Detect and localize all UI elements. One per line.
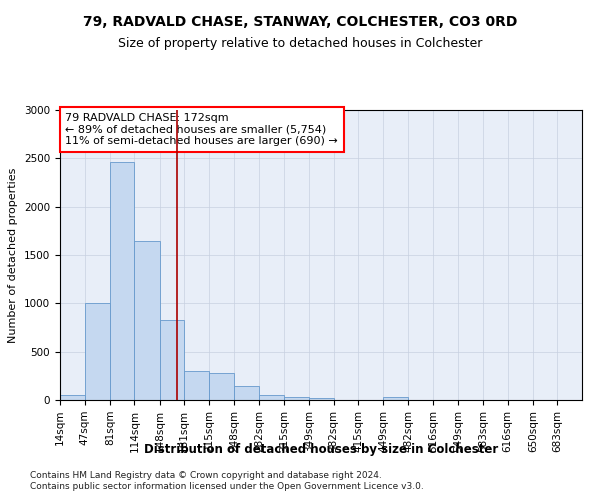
Text: Contains HM Land Registry data © Crown copyright and database right 2024.: Contains HM Land Registry data © Crown c… — [30, 471, 382, 480]
Bar — [134, 240, 160, 400]
Bar — [234, 386, 259, 400]
Bar — [85, 304, 110, 400]
Text: 79 RADVALD CHASE: 172sqm
← 89% of detached houses are smaller (5,754)
11% of sem: 79 RADVALD CHASE: 172sqm ← 89% of detach… — [65, 113, 338, 146]
Bar — [309, 398, 334, 400]
Bar — [209, 373, 234, 400]
Bar — [284, 397, 309, 400]
Bar — [184, 371, 209, 400]
Y-axis label: Number of detached properties: Number of detached properties — [8, 168, 19, 342]
Bar — [259, 395, 284, 400]
Bar — [60, 395, 85, 400]
Text: Distribution of detached houses by size in Colchester: Distribution of detached houses by size … — [144, 442, 498, 456]
Bar — [383, 397, 408, 400]
Text: 79, RADVALD CHASE, STANWAY, COLCHESTER, CO3 0RD: 79, RADVALD CHASE, STANWAY, COLCHESTER, … — [83, 15, 517, 29]
Bar — [110, 162, 134, 400]
Text: Size of property relative to detached houses in Colchester: Size of property relative to detached ho… — [118, 38, 482, 51]
Bar — [160, 320, 184, 400]
Text: Contains public sector information licensed under the Open Government Licence v3: Contains public sector information licen… — [30, 482, 424, 491]
